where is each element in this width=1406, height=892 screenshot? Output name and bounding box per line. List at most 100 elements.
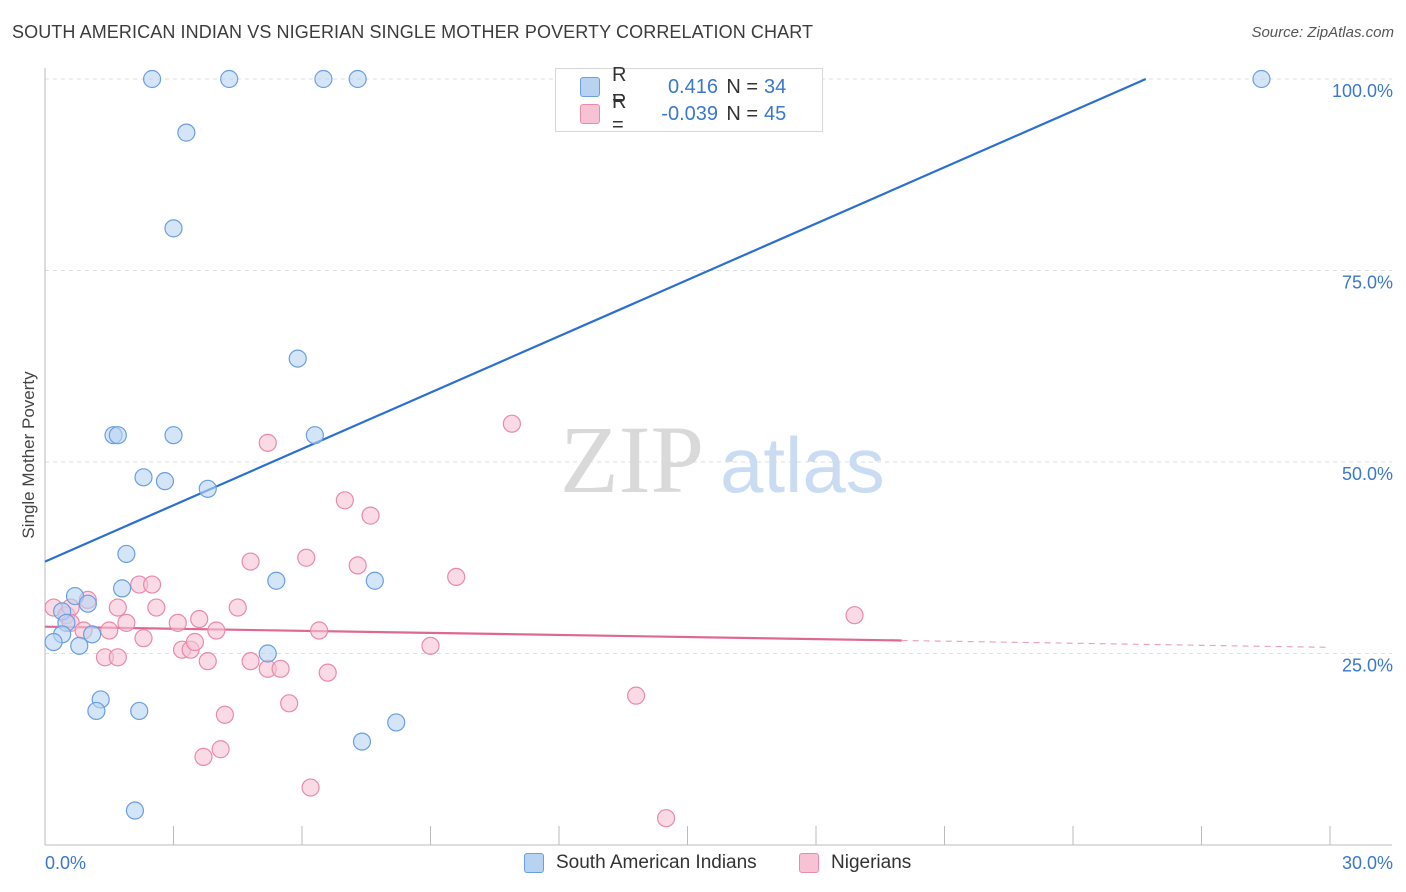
- point-nigerian: [258, 433, 277, 452]
- point-nigerian: [168, 613, 187, 632]
- point-south-american-indian: [387, 713, 406, 732]
- point-south-american-indian: [267, 571, 286, 590]
- point-nigerian: [185, 632, 205, 652]
- data-points: [44, 69, 1271, 828]
- point-nigerian: [207, 621, 226, 640]
- legend-n-value: 45: [764, 102, 787, 125]
- point-nigerian: [142, 575, 162, 594]
- point-nigerian: [117, 613, 136, 632]
- y-axis-label: Single Mother Poverty: [19, 371, 38, 539]
- point-nigerian: [656, 809, 676, 828]
- point-nigerian: [147, 598, 166, 617]
- y-tick-label: 75.0%: [1342, 273, 1393, 293]
- point-south-american-indian: [87, 701, 106, 721]
- point-nigerian: [845, 606, 864, 625]
- point-nigerian: [100, 621, 119, 640]
- correlation-legend: R = 0.416 N = 34 R = -0.039 N = 45: [555, 64, 823, 136]
- chart-title: SOUTH AMERICAN INDIAN VS NIGERIAN SINGLE…: [12, 22, 814, 42]
- point-south-american-indian: [348, 69, 367, 89]
- point-south-american-indian: [134, 468, 153, 487]
- point-south-american-indian: [117, 544, 136, 564]
- point-south-american-indian: [177, 123, 196, 142]
- point-south-american-indian: [258, 644, 277, 663]
- point-nigerian: [108, 598, 127, 617]
- legend-r-label: R =: [612, 64, 627, 109]
- legend-row-south-american-indians: R = 0.416 N = 34: [580, 64, 804, 109]
- point-nigerian: [211, 740, 230, 759]
- point-nigerian: [310, 621, 329, 640]
- point-south-american-indian: [305, 426, 324, 445]
- legend-r-value: -0.039: [661, 102, 718, 125]
- point-nigerian: [361, 506, 380, 525]
- point-south-american-indian: [365, 571, 384, 590]
- point-nigerian: [215, 705, 234, 724]
- trend-line-nigerians: [44, 625, 902, 642]
- x-tick-labels: 0.0% 30.0%: [45, 853, 1393, 873]
- legend-row-nigerians: R = -0.039 N = 45: [580, 91, 804, 136]
- point-nigerian: [301, 778, 320, 797]
- point-nigerian: [190, 609, 209, 629]
- series-legend-item-nigerians: Nigerians: [799, 852, 911, 874]
- point-nigerian: [318, 663, 337, 682]
- trend-line-nigerians-extrapolated: [901, 639, 1331, 648]
- legend-swatch-blue: [580, 77, 600, 97]
- point-south-american-indian: [164, 219, 183, 238]
- point-nigerian: [198, 652, 217, 671]
- point-nigerian: [297, 548, 316, 567]
- point-south-american-indian: [198, 479, 217, 498]
- series-legend-label: Nigerians: [831, 852, 912, 873]
- point-south-american-indian: [112, 579, 132, 598]
- axes: [44, 68, 1392, 846]
- point-south-american-indian: [352, 732, 372, 751]
- watermark-atlas: atlas: [720, 421, 885, 509]
- point-south-american-indian: [164, 426, 183, 445]
- trend-line-south-american-indians: [44, 77, 1147, 563]
- series-swatch-pink: [799, 853, 819, 873]
- point-south-american-indian: [142, 69, 162, 89]
- y-tick-labels: 100.0% 75.0% 50.0% 25.0%: [1332, 81, 1393, 676]
- point-south-american-indian: [130, 701, 149, 721]
- legend-swatch-pink: [580, 104, 600, 124]
- point-south-american-indian: [70, 636, 89, 655]
- point-nigerian: [502, 414, 521, 433]
- point-nigerian: [271, 659, 290, 678]
- point-nigerian: [348, 556, 367, 575]
- point-south-american-indian: [78, 594, 97, 613]
- y-tick-label: 25.0%: [1342, 656, 1393, 676]
- series-legend-item-south-american-indians: South American Indians: [524, 852, 757, 874]
- point-south-american-indian: [155, 472, 175, 491]
- x-tick-label: 0.0%: [45, 853, 86, 873]
- legend-n-label: N =: [726, 102, 758, 125]
- series-legend-label: South American Indians: [556, 852, 757, 873]
- point-nigerian: [241, 652, 260, 671]
- point-nigerian: [626, 686, 646, 705]
- series-legend: South American Indians Nigerians: [0, 852, 1406, 878]
- point-south-american-indian: [288, 349, 307, 368]
- point-nigerian: [280, 694, 299, 713]
- legend-r-label: R =: [612, 91, 627, 136]
- point-nigerian: [134, 629, 153, 648]
- point-nigerian: [421, 636, 440, 655]
- point-south-american-indian: [314, 69, 333, 89]
- watermark-zip: ZIP: [560, 406, 704, 513]
- point-nigerian: [241, 552, 260, 571]
- point-nigerian: [194, 747, 213, 767]
- legend-n-value: 34: [764, 75, 787, 98]
- point-south-american-indian: [125, 801, 145, 820]
- point-nigerian: [335, 491, 354, 510]
- source-credit: Source: ZipAtlas.com: [1251, 24, 1394, 41]
- watermark: ZIP atlas: [560, 406, 885, 513]
- point-nigerian: [108, 648, 127, 667]
- point-nigerian: [228, 598, 247, 617]
- point-south-american-indian: [83, 625, 102, 644]
- point-south-american-indian: [220, 69, 239, 89]
- trend-lines: [44, 77, 1331, 648]
- y-tick-label: 100.0%: [1332, 81, 1393, 101]
- x-tick-label: 30.0%: [1342, 853, 1393, 873]
- point-south-american-indian: [108, 426, 127, 445]
- series-swatch-blue: [524, 853, 544, 873]
- point-nigerian: [447, 567, 466, 587]
- point-south-american-indian: [44, 632, 63, 652]
- y-tick-label: 50.0%: [1342, 464, 1393, 484]
